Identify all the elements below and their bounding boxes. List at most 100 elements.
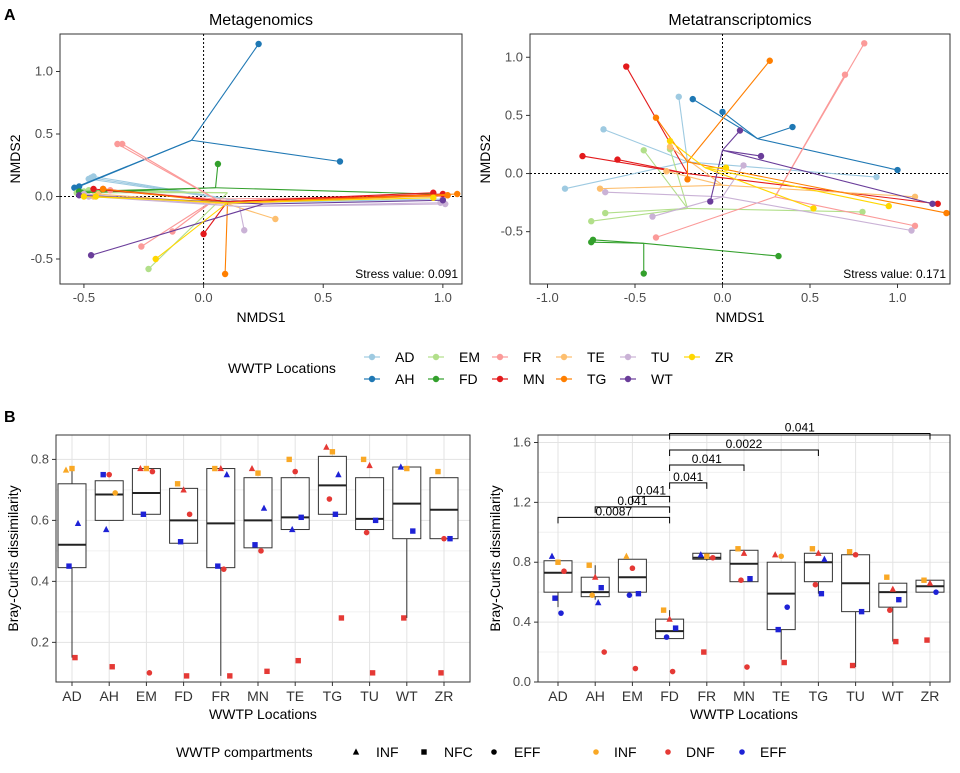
sample-point	[789, 123, 796, 131]
y-tick-label: 0.4	[513, 614, 531, 629]
y-tick-label: 1.6	[513, 434, 531, 449]
spider-segment	[121, 143, 216, 200]
legend-key-point	[624, 353, 632, 361]
square-marker	[893, 638, 899, 645]
spider-segment	[687, 207, 863, 213]
sample-point	[810, 205, 817, 212]
sample-point	[623, 63, 630, 70]
square-marker	[704, 553, 710, 559]
triangle-marker	[289, 525, 296, 533]
sample-point	[689, 95, 696, 103]
triangle-marker	[697, 551, 704, 558]
sample-point	[873, 173, 880, 181]
box-te	[280, 477, 310, 531]
square-marker	[438, 670, 444, 676]
square-marker	[100, 471, 106, 478]
square-marker	[410, 528, 416, 534]
box-ad	[543, 560, 573, 593]
triangle-marker	[335, 471, 342, 478]
square-marker	[255, 470, 261, 476]
sample-point	[722, 164, 730, 171]
y-tick-label: 1.0	[505, 49, 523, 64]
legend-key-point	[624, 375, 632, 383]
sample-point	[336, 158, 344, 165]
x-tick-label: 0.0	[713, 290, 731, 305]
legend-key-point	[432, 353, 440, 361]
box-fr	[206, 468, 236, 569]
circle-marker	[744, 664, 750, 670]
square-marker	[775, 626, 781, 633]
sample-point	[675, 93, 682, 100]
y-tick-label: 0.6	[31, 512, 49, 527]
legend-key-point	[368, 375, 376, 383]
spider-segment	[692, 98, 758, 140]
square-marker	[338, 615, 345, 621]
square-marker	[435, 468, 441, 475]
y-axis-title: NMDS2	[7, 134, 23, 183]
spider-segment	[155, 202, 228, 260]
legend-label-mn: MN	[523, 371, 545, 387]
triangle-marker	[815, 549, 822, 556]
sample-point	[119, 140, 126, 148]
box-tg	[803, 552, 833, 583]
square-marker	[143, 465, 150, 472]
legend-label-em: EM	[459, 349, 480, 365]
square-marker	[69, 465, 75, 472]
comparison-pvalue: 0.041	[692, 452, 722, 466]
sample-point	[663, 168, 670, 175]
triangle-marker	[623, 552, 630, 559]
circle-marker	[669, 668, 676, 675]
spider-segment	[669, 148, 689, 209]
sample-point	[707, 198, 714, 205]
square-marker	[809, 546, 816, 552]
sample-point	[934, 200, 941, 207]
square-marker	[109, 664, 115, 670]
x-tick-label: MN	[733, 688, 755, 704]
triangle-marker	[217, 464, 224, 472]
metatranscriptomics-panel: Metatranscriptomics -1.0 -0.5 0.0 0.5 1.0 -0.5…	[477, 12, 951, 325]
square-marker	[332, 511, 339, 517]
circle-marker	[561, 568, 567, 575]
sample-point	[579, 152, 586, 160]
sample-point	[885, 202, 892, 210]
triangle-marker	[74, 519, 82, 527]
sample-point	[200, 230, 207, 238]
square-marker	[140, 511, 147, 517]
square-marker	[421, 749, 427, 755]
square-marker	[329, 449, 336, 455]
triangle-marker	[397, 463, 404, 470]
spider-segment	[722, 196, 912, 232]
comparison-pvalue: 0.041	[785, 421, 815, 435]
triangle-marker	[772, 551, 779, 558]
spider-segment	[669, 146, 723, 186]
sample-point	[71, 184, 78, 191]
sample-point	[684, 176, 691, 183]
metagenomics-panel: Metagenomics -0.5 0.0 0.5 1.0 -0.5 0.0 0.5 1.0 NM…	[7, 12, 463, 325]
circle-marker	[112, 490, 118, 496]
circle-marker	[292, 468, 299, 475]
sample-point	[736, 127, 744, 134]
square-marker	[884, 574, 890, 580]
spider-segment	[603, 128, 688, 163]
y-tick-label: 0.8	[513, 554, 531, 569]
sample-point	[649, 213, 656, 220]
square-marker	[672, 625, 679, 631]
spider-segment	[722, 111, 758, 140]
x-tick-label: AD	[62, 688, 81, 704]
circle-marker	[629, 565, 636, 572]
legend-key-point	[432, 375, 440, 383]
square-marker	[555, 559, 561, 565]
location-legend: WWTP Locations AD AH EM FD FR MN TE TG TU WT ZR	[228, 349, 734, 387]
metagenomics-boxplot-panel: AD AH EM FD FR MN TE TG TU WT ZR 0.2 0.4 0.6 0.8 WWTP L…	[5, 434, 471, 722]
spider-segment	[666, 170, 723, 186]
x-tick-label: ZR	[921, 688, 940, 704]
box-tu	[355, 477, 385, 531]
square-marker	[635, 590, 642, 597]
triangle-marker	[223, 471, 230, 478]
triangle-marker	[821, 555, 828, 562]
x-tick-label: WT	[882, 688, 904, 704]
sample-point	[145, 265, 152, 273]
circle-marker	[852, 551, 859, 558]
square-marker	[858, 608, 865, 615]
